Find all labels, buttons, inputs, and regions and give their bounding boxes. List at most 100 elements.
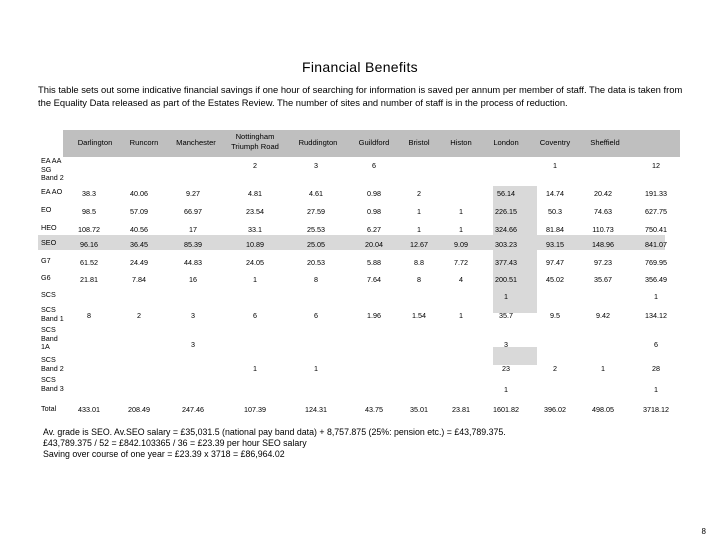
table-cell: 1.96	[367, 311, 381, 320]
table-cell: 35.67	[594, 275, 612, 284]
table-cell: 208.49	[128, 405, 150, 414]
table-cell: 23	[502, 364, 510, 373]
salary-note: Av. grade is SEO. Av.SEO salary = £35,03…	[43, 427, 506, 437]
table-cell: 6	[654, 340, 658, 349]
row-label: SCS Band 1A	[41, 325, 58, 351]
row-label: SCS Band 2	[41, 355, 64, 373]
table-cell: 97.23	[594, 258, 612, 267]
table-cell: 44.83	[184, 258, 202, 267]
header-row-fill	[63, 130, 680, 157]
table-cell: 2	[553, 364, 557, 373]
hourly-note: £43,789.375 / 52 = £842.103365 / 36 = £2…	[43, 438, 307, 448]
table-cell: 10.89	[246, 240, 264, 249]
table-cell: 1	[314, 364, 318, 373]
column-header: Nottingham Triumph Road	[231, 132, 279, 151]
row-label: EA AO	[41, 187, 63, 196]
table-cell: 17	[189, 225, 197, 234]
london-column-shade-lower	[493, 347, 537, 365]
table-cell: 2	[137, 311, 141, 320]
table-cell: 61.52	[80, 258, 98, 267]
table-cell: 20.42	[594, 189, 612, 198]
table-cell: 0.98	[367, 207, 381, 216]
column-header: Runcorn	[129, 138, 159, 147]
row-label: SEO	[41, 238, 57, 247]
page-title: Financial Benefits	[302, 59, 418, 75]
page-number: 8	[701, 527, 706, 536]
table-cell: 9.27	[186, 189, 200, 198]
table-cell: 8.8	[414, 258, 424, 267]
table-cell: 74.63	[594, 207, 612, 216]
table-cell: 1	[253, 275, 257, 284]
table-cell: 43.75	[365, 405, 383, 414]
row-label: SCS Band 1	[41, 305, 64, 323]
column-header: Histon	[450, 138, 472, 147]
table-cell: 6	[253, 311, 257, 320]
table-cell: 7.84	[132, 275, 146, 284]
table-cell: 8	[87, 311, 91, 320]
table-cell: 247.46	[182, 405, 204, 414]
row-label: SCS	[41, 290, 56, 299]
table-cell: 25.53	[307, 225, 325, 234]
table-cell: 433.01	[78, 405, 100, 414]
table-cell: 1	[553, 161, 557, 170]
table-cell: 98.5	[82, 207, 96, 216]
table-cell: 35.01	[410, 405, 428, 414]
table-cell: 4	[459, 275, 463, 284]
table-cell: 7.64	[367, 275, 381, 284]
table-cell: 24.49	[130, 258, 148, 267]
table-cell: 1	[417, 225, 421, 234]
table-cell: 40.56	[130, 225, 148, 234]
table-cell: 107.39	[244, 405, 266, 414]
table-cell: 3718.12	[643, 405, 669, 414]
table-cell: 7.72	[454, 258, 468, 267]
table-cell: 191.33	[645, 189, 667, 198]
table-cell: 303.23	[495, 240, 517, 249]
row-label: Total	[41, 404, 57, 413]
intro-paragraph: This table sets out some indicative fina…	[38, 84, 683, 108]
table-cell: 81.84	[546, 225, 564, 234]
table-cell: 23.54	[246, 207, 264, 216]
table-cell: 2	[417, 189, 421, 198]
table-cell: 356.49	[645, 275, 667, 284]
table-cell: 3	[191, 311, 195, 320]
table-cell: 50.3	[548, 207, 562, 216]
row-label: HEO	[41, 223, 57, 232]
table-cell: 97.47	[546, 258, 564, 267]
table-cell: 1	[253, 364, 257, 373]
table-cell: 1	[459, 207, 463, 216]
table-cell: 21.81	[80, 275, 98, 284]
table-cell: 324.66	[495, 225, 517, 234]
table-cell: 1601.82	[493, 405, 519, 414]
table-cell: 3	[314, 161, 318, 170]
row-label: G7	[41, 256, 51, 265]
table-cell: 9.5	[550, 311, 560, 320]
table-cell: 226.15	[495, 207, 517, 216]
table-cell: 8	[417, 275, 421, 284]
table-cell: 8	[314, 275, 318, 284]
table-cell: 28	[652, 364, 660, 373]
table-cell: 5.88	[367, 258, 381, 267]
table-cell: 12.67	[410, 240, 428, 249]
table-cell: 1	[654, 292, 658, 301]
table-cell: 66.97	[184, 207, 202, 216]
table-cell: 134.12	[645, 311, 667, 320]
table-cell: 4.61	[309, 189, 323, 198]
table-cell: 396.02	[544, 405, 566, 414]
column-header: Sheffield	[590, 138, 620, 147]
table-cell: 498.05	[592, 405, 614, 414]
table-cell: 1	[654, 385, 658, 394]
row-label: G6	[41, 273, 51, 282]
table-cell: 110.73	[592, 225, 614, 234]
table-cell: 377.43	[495, 258, 517, 267]
row-label: SCS Band 3	[41, 375, 64, 393]
table-cell: 45.02	[546, 275, 564, 284]
table-cell: 24.05	[246, 258, 264, 267]
table-cell: 3	[504, 340, 508, 349]
table-cell: 200.51	[495, 275, 517, 284]
table-cell: 14.74	[546, 189, 564, 198]
seo-row-highlight	[38, 235, 665, 250]
table-cell: 1.54	[412, 311, 426, 320]
header-corner	[38, 130, 63, 157]
table-cell: 12	[652, 161, 660, 170]
